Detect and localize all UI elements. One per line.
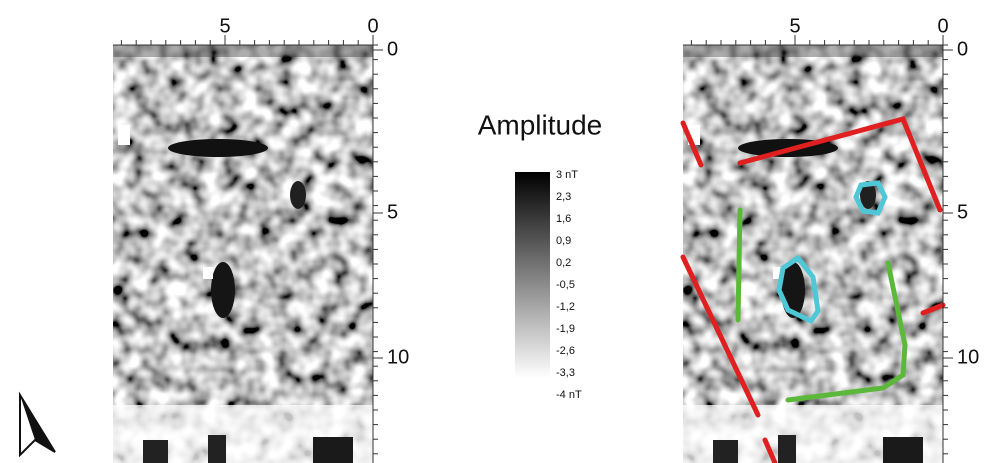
y-tick-label: 10	[957, 346, 979, 368]
colorbar-label: 3 nT	[556, 169, 578, 181]
colorbar-label: -1,2	[556, 301, 575, 313]
north-arrow-fill	[20, 395, 55, 452]
colorbar-label: 2,3	[556, 191, 571, 203]
x-tick-label: 5	[789, 15, 800, 37]
colorbar	[515, 172, 550, 378]
y-tick-label: 5	[387, 201, 398, 223]
colorbar-label: 0,2	[556, 257, 571, 269]
colorbar-label: -2,6	[556, 345, 575, 357]
feature-line	[735, 207, 743, 323]
colorbar-label: -3,3	[556, 367, 575, 379]
x-tick-label: 5	[219, 15, 230, 37]
right-map	[680, 45, 946, 463]
y-tick-label: 5	[957, 201, 968, 223]
colorbar-label: -4 nT	[556, 389, 582, 401]
left-map	[113, 45, 373, 463]
feature-line	[737, 116, 943, 213]
feature-line	[762, 437, 778, 463]
colorbar-label: 1,6	[556, 213, 571, 225]
feature-outline	[853, 180, 888, 216]
y-tick-label: 0	[387, 38, 398, 60]
legend-title: Amplitude	[478, 109, 603, 140]
x-tick-label: 0	[367, 15, 378, 37]
feature-line	[680, 254, 761, 418]
y-tick-label: 0	[957, 38, 968, 60]
y-tick-label: 10	[387, 346, 409, 368]
x-tick-label: 0	[937, 15, 948, 37]
colorbar-labels: 3 nT 2,3 1,6 0,9 0,2 -0,5 -1,2 -1,9 -2,6 -3,3 -4 n…	[556, 169, 582, 401]
colorbar-label: 0,9	[556, 235, 571, 247]
colorbar-label: -1,9	[556, 323, 575, 335]
feature-line	[680, 120, 704, 168]
feature-line	[785, 260, 908, 403]
feature-line	[920, 302, 946, 316]
feature-outline	[776, 254, 821, 325]
colorbar-label: -0,5	[556, 279, 575, 291]
